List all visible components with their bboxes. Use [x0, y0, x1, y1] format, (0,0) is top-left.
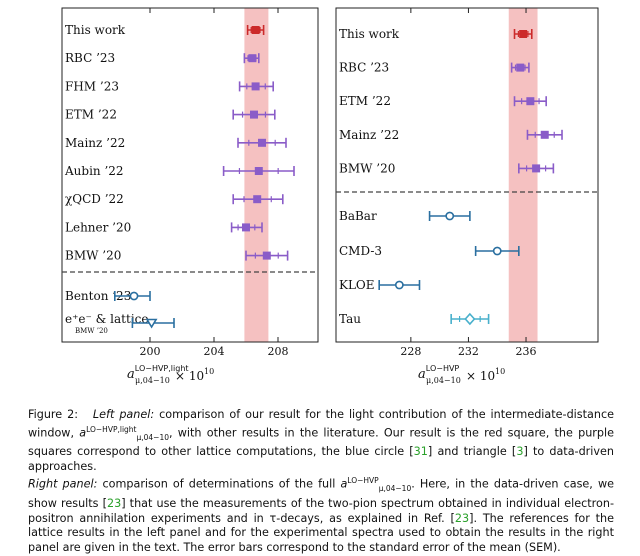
axis-factor: × 10 [466, 369, 495, 383]
row-label: Aubin ’22 [64, 164, 124, 178]
axis-superscript: LO−HVP,light [135, 364, 189, 373]
x-tick-label: 232 [458, 345, 479, 358]
row-label: χQCD ’22 [65, 192, 124, 206]
x-tick-label: 200 [140, 345, 161, 358]
left-x-axis-label: aLO−HVP,lightμ,04−10 × 10 10 [127, 364, 214, 385]
data-point-square [254, 167, 263, 175]
x-tick-label: 228 [400, 345, 421, 358]
axis-exponent: 10 [495, 367, 505, 376]
caption-subscript: μ,04−10 [136, 432, 170, 442]
caption-text: ] and triangle [ [427, 445, 517, 459]
data-point-triangle [145, 318, 158, 329]
data-point-square [519, 30, 528, 38]
caption-symbol: a [340, 478, 348, 492]
axis-subscript: μ,04−10 [135, 376, 170, 385]
caption-text: . Here, in the data-driven case, we show… [28, 478, 614, 510]
caption-text: , with other results in the literature. … [28, 426, 614, 459]
row-label: BMW ’20 [339, 161, 395, 175]
data-point-diamond [464, 312, 476, 326]
row-label: CMD-3 [339, 244, 382, 258]
data-point-square [540, 130, 549, 139]
axis-subscript: μ,04−10 [426, 376, 461, 385]
x-axis-label: aLO−HVP,light [127, 364, 189, 382]
x-tick-label: 236 [516, 345, 537, 358]
data-point-square [253, 195, 262, 204]
row-label: RBC ’23 [339, 61, 389, 75]
caption-subscript: μ,04−10 [378, 484, 412, 494]
data-point-circle [445, 211, 455, 221]
row-label: FHM ’23 [65, 79, 119, 93]
data-point-square [242, 223, 250, 232]
x-tick-label: 204 [204, 345, 225, 358]
row-label: Mainz ’22 [339, 128, 399, 142]
plot-frame [61, 7, 319, 343]
data-point-square [250, 110, 258, 119]
row-label: BMW ’20 [65, 249, 121, 263]
figure-svg: 200 204 208 This work RBC ’23 FHM ’23 ETM ’22 M… [61, 7, 599, 385]
x-tick-label: 208 [268, 345, 289, 358]
axis-factor: × 10 [175, 369, 204, 383]
row-label: Mainz ’22 [65, 136, 125, 150]
axis-exponent: 10 [204, 367, 214, 376]
caption-text: comparison of determinations of the full [97, 478, 341, 492]
data-point-circle [129, 291, 139, 301]
data-point-square [262, 251, 271, 260]
data-point-square [532, 164, 541, 173]
data-point-square [251, 82, 260, 91]
row-label: ETM ’22 [65, 108, 117, 122]
row-label: This work [65, 23, 126, 37]
row-label: Tau [339, 312, 361, 326]
data-point-circle [394, 280, 404, 290]
axis-superscript: LO−HVP [426, 364, 460, 373]
row-sublabel: BMW ’20 [75, 327, 108, 335]
citation-link[interactable]: 23 [454, 511, 470, 525]
row-label: KLOE [339, 278, 375, 292]
data-point-square [251, 26, 260, 34]
data-point-circle [492, 246, 502, 256]
caption-text: ]. The references for the lattice result… [28, 511, 614, 554]
figure-caption: Figure 2: Left panel: comparison of our … [28, 408, 614, 555]
left-panel: 200 204 208 This work RBC ’23 FHM ’23 ETM ’22 M… [61, 7, 319, 358]
caption-right-label: Right panel: [28, 478, 98, 492]
citation-link[interactable]: 31 [413, 445, 428, 459]
axis-symbol: a [127, 367, 135, 382]
reference-band [508, 8, 538, 342]
right-x-axis-label: aLO−HVPμ,04−10 × 10 10 [418, 364, 505, 385]
right-panel: 228 232 236 This work RBC ’23 ETM ’22 Mainz ’2… [335, 7, 599, 358]
caption-superscript: LO−HVP,light [86, 424, 137, 434]
caption-text: ] to data-driven approaches. [28, 445, 614, 473]
caption-figure-label: Figure 2: [28, 408, 79, 421]
axis-symbol: a [418, 367, 426, 382]
citation-link[interactable]: 3 [516, 445, 524, 459]
row-label: Lehner ’20 [65, 220, 131, 234]
data-point-square [248, 54, 257, 63]
caption-superscript: LO−HVP [347, 476, 379, 486]
plot-frame [335, 7, 599, 343]
row-label: This work [339, 27, 400, 41]
row-label: BaBar [339, 209, 377, 223]
data-point-square [516, 63, 525, 72]
caption-text: ] that use the measurements of the two-p… [28, 496, 614, 525]
data-point-square [526, 97, 535, 106]
caption-symbol: a [79, 426, 87, 440]
caption-left-label: Left panel: [92, 408, 155, 421]
data-point-square [258, 138, 266, 147]
x-axis-label: aLO−HVP [418, 364, 459, 382]
row-label: ETM ’22 [339, 94, 391, 108]
caption-text: comparison of our result for the light c… [28, 408, 614, 440]
citation-link[interactable]: 23 [106, 496, 122, 510]
row-label: e⁺e⁻ & lattice [65, 312, 148, 326]
row-label: RBC ’23 [65, 51, 115, 65]
